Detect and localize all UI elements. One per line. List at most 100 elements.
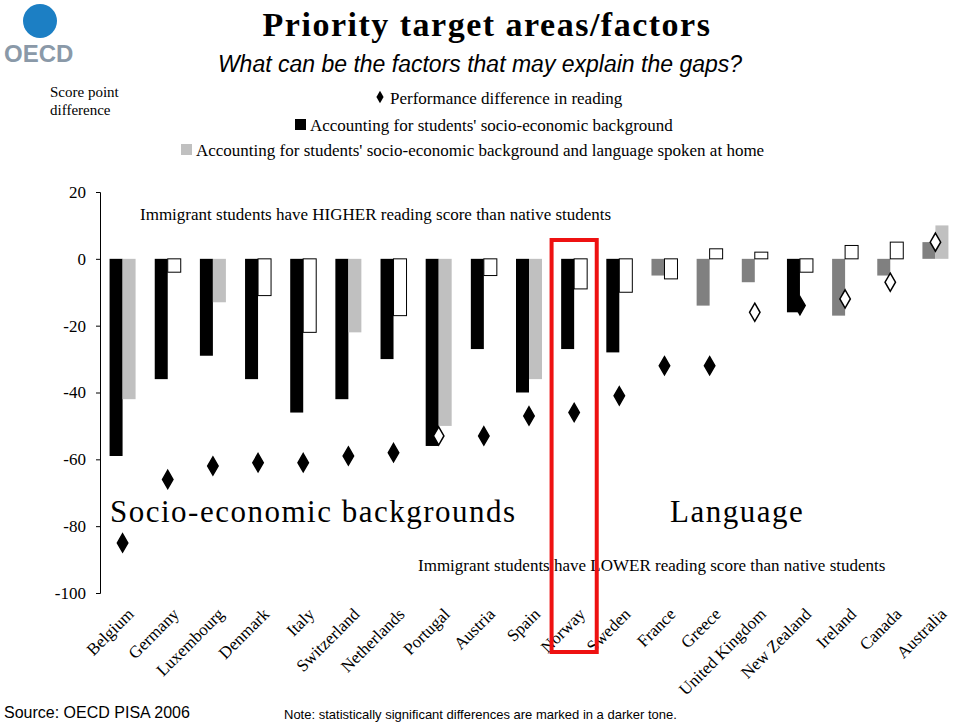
bar bbox=[394, 259, 407, 316]
y-tick: -40 bbox=[63, 383, 100, 402]
y-tick-label: 0 bbox=[78, 250, 87, 269]
bar bbox=[697, 259, 710, 306]
legend-label: Performance difference in reading bbox=[390, 89, 623, 108]
point bbox=[840, 290, 850, 308]
x-tick-label: Denmark bbox=[215, 604, 274, 663]
x-tick: Luxembourg bbox=[153, 604, 229, 680]
point bbox=[524, 407, 534, 425]
bar bbox=[335, 259, 348, 399]
bar bbox=[877, 259, 890, 276]
annotation: Socio-economic backgrounds bbox=[110, 494, 517, 529]
point bbox=[117, 534, 127, 552]
y-axis-line bbox=[96, 193, 101, 594]
legend-marker bbox=[295, 119, 306, 130]
bar bbox=[245, 259, 258, 379]
title: Priority target areas/factors bbox=[263, 6, 712, 43]
y-tick-mark bbox=[96, 526, 100, 527]
y-tick-mark bbox=[96, 459, 100, 460]
point bbox=[253, 454, 263, 472]
x-tick-label: Australia bbox=[893, 604, 951, 662]
y-tick-mark bbox=[96, 259, 100, 260]
bar bbox=[303, 259, 316, 333]
x-tick: France bbox=[633, 605, 679, 651]
y-axis: -100 -80 -60 -40 -20 0 20 bbox=[55, 183, 101, 603]
point bbox=[479, 427, 489, 445]
plot-marks bbox=[110, 225, 949, 552]
point bbox=[298, 454, 308, 472]
highlight-box bbox=[552, 240, 597, 652]
bar bbox=[755, 252, 768, 259]
point bbox=[614, 387, 624, 405]
point bbox=[208, 457, 218, 475]
x-tick: Netherlands bbox=[337, 605, 409, 677]
bar bbox=[426, 259, 439, 446]
point bbox=[750, 303, 760, 321]
bar bbox=[529, 259, 542, 379]
point bbox=[885, 273, 895, 291]
bar bbox=[845, 245, 858, 258]
x-tick-label: Ireland bbox=[813, 604, 861, 652]
point bbox=[569, 403, 579, 421]
bar bbox=[381, 259, 394, 359]
y-tick-mark bbox=[96, 593, 100, 594]
y-tick: -20 bbox=[63, 317, 100, 336]
legend-marker bbox=[181, 144, 192, 155]
x-tick: Australia bbox=[893, 604, 951, 662]
x-tick: Spain bbox=[503, 604, 544, 645]
y-tick-label: -40 bbox=[63, 383, 86, 402]
bar bbox=[574, 259, 587, 289]
x-tick-label: Luxembourg bbox=[153, 604, 229, 680]
subtitle: What can be the factors that may explain… bbox=[218, 51, 742, 77]
x-tick-label: Sweden bbox=[583, 604, 635, 656]
y-tick: -80 bbox=[63, 517, 100, 536]
bar bbox=[123, 259, 136, 399]
x-tick: Norway bbox=[537, 604, 590, 657]
bar bbox=[348, 259, 361, 333]
x-tick-label: Norway bbox=[537, 604, 590, 657]
x-tick-label: Austria bbox=[450, 604, 499, 653]
y-tick-label: -60 bbox=[63, 450, 86, 469]
x-tick-label: Italy bbox=[283, 604, 319, 640]
bar bbox=[742, 259, 755, 282]
source: Source: OECD PISA 2006 bbox=[4, 704, 190, 721]
x-tick-label: Netherlands bbox=[337, 605, 409, 677]
point bbox=[162, 470, 172, 488]
point bbox=[795, 297, 805, 315]
legend-label: Accounting for students' socio-economic … bbox=[196, 141, 764, 160]
x-axis: BelgiumGermanyLuxembourgDenmarkItalySwit… bbox=[83, 604, 951, 699]
bar bbox=[664, 259, 677, 279]
bar bbox=[484, 259, 497, 276]
y-axis-title: Score pointdifference bbox=[50, 84, 120, 118]
x-tick: Denmark bbox=[215, 604, 274, 663]
y-tick: 0 bbox=[78, 250, 101, 269]
annotation: Language bbox=[670, 494, 804, 529]
y-tick-label: -20 bbox=[63, 317, 86, 336]
y-tick-label: 20 bbox=[69, 183, 86, 202]
y-tick-label: -100 bbox=[55, 584, 86, 603]
logo-text: OECD bbox=[4, 40, 73, 67]
bar bbox=[471, 259, 484, 349]
bar bbox=[110, 259, 123, 456]
bar bbox=[561, 259, 574, 349]
bar bbox=[213, 259, 226, 302]
bar bbox=[800, 259, 813, 272]
annotation: Immigrant students have HIGHER reading s… bbox=[140, 205, 611, 224]
y-tick: -60 bbox=[63, 450, 100, 469]
x-tick: Portugal bbox=[400, 604, 454, 658]
bar bbox=[258, 259, 271, 296]
x-tick-label: France bbox=[633, 605, 679, 651]
x-tick-label: Portugal bbox=[400, 604, 454, 658]
logo-circle bbox=[23, 4, 57, 38]
point bbox=[343, 447, 353, 465]
bar bbox=[832, 259, 845, 316]
bar bbox=[890, 242, 903, 259]
y-tick-mark bbox=[96, 192, 100, 193]
x-tick-label: Spain bbox=[503, 604, 544, 645]
x-tick: Austria bbox=[450, 604, 499, 653]
y-tick: -100 bbox=[55, 584, 100, 603]
chart: OECD Priority target areas/factors What ca… bbox=[0, 0, 959, 724]
legend: Performance difference in reading Account… bbox=[181, 89, 764, 160]
bar bbox=[651, 259, 664, 276]
x-tick: Italy bbox=[283, 604, 319, 640]
point bbox=[659, 357, 669, 375]
